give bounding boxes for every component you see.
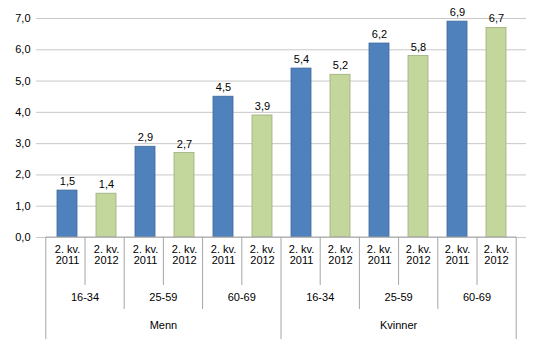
svg-text:2. kv.2012: 2. kv.2012 [328, 243, 353, 266]
svg-text:Kvinner: Kvinner [380, 319, 418, 331]
svg-text:2. kv.2011: 2. kv.2011 [367, 243, 392, 266]
svg-text:2. kv.2011: 2. kv.2011 [445, 243, 470, 266]
svg-text:6,9: 6,9 [450, 6, 465, 18]
svg-text:16-34: 16-34 [306, 291, 334, 303]
svg-text:1,5: 1,5 [60, 175, 75, 187]
svg-text:16-34: 16-34 [71, 291, 99, 303]
svg-text:3,9: 3,9 [255, 100, 270, 112]
svg-text:1,4: 1,4 [99, 178, 114, 190]
svg-text:2. kv.2011: 2. kv.2011 [289, 243, 314, 266]
svg-text:5,4: 5,4 [294, 53, 309, 65]
svg-text:2. kv.2011: 2. kv.2011 [55, 243, 80, 266]
svg-text:2,0: 2,0 [15, 168, 30, 180]
svg-text:60-69: 60-69 [228, 291, 256, 303]
svg-text:25-59: 25-59 [385, 291, 413, 303]
svg-text:5,2: 5,2 [333, 59, 348, 71]
svg-text:3,0: 3,0 [15, 137, 30, 149]
svg-text:6,2: 6,2 [372, 28, 387, 40]
svg-text:4,5: 4,5 [216, 81, 231, 93]
svg-text:5,0: 5,0 [15, 75, 30, 87]
svg-text:2. kv.2012: 2. kv.2012 [94, 243, 119, 266]
svg-text:25-59: 25-59 [149, 291, 177, 303]
svg-text:2,7: 2,7 [177, 138, 192, 150]
svg-text:6,0: 6,0 [15, 43, 30, 55]
svg-text:2. kv.2012: 2. kv.2012 [250, 243, 275, 266]
svg-text:1,0: 1,0 [15, 200, 30, 212]
svg-text:2. kv.2012: 2. kv.2012 [406, 243, 431, 266]
svg-text:6,7: 6,7 [489, 12, 504, 24]
svg-text:2. kv.2011: 2. kv.2011 [211, 243, 236, 266]
svg-text:2. kv.2012: 2. kv.2012 [172, 243, 197, 266]
svg-text:5,8: 5,8 [411, 41, 426, 53]
svg-text:7,0: 7,0 [15, 12, 30, 24]
svg-text:2,9: 2,9 [138, 131, 153, 143]
svg-text:Menn: Menn [150, 319, 178, 331]
svg-text:60-69: 60-69 [463, 291, 491, 303]
svg-text:0,0: 0,0 [15, 231, 30, 243]
svg-text:2. kv.2011: 2. kv.2011 [133, 243, 158, 266]
svg-text:4,0: 4,0 [15, 106, 30, 118]
svg-text:2. kv.2012: 2. kv.2012 [484, 243, 509, 266]
